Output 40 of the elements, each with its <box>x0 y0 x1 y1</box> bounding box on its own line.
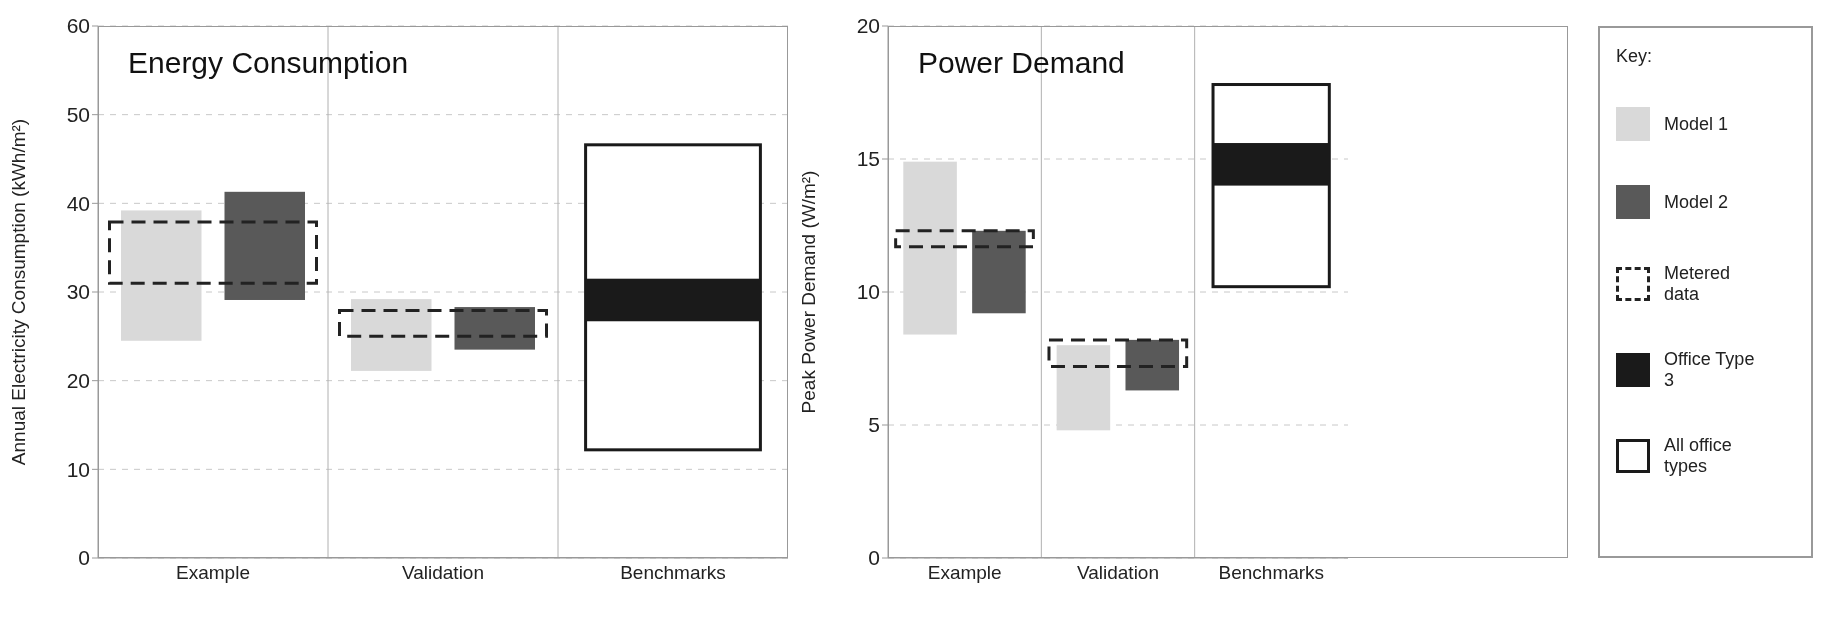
y-tick-label: 60 <box>66 14 90 38</box>
y-tick-label: 20 <box>66 369 90 393</box>
legend-label: Office Type 3 <box>1664 349 1756 391</box>
y-axis-title: Peak Power Demand (W/m²) <box>797 170 819 414</box>
bar <box>351 299 432 371</box>
y-tick-label: 0 <box>868 546 880 570</box>
bar <box>1047 338 1189 368</box>
bar <box>338 309 548 338</box>
y-tick-label: 5 <box>868 413 880 437</box>
x-tick-label: Example <box>176 562 250 584</box>
y-tick-label: 10 <box>856 280 880 304</box>
legend-label: All office types <box>1664 435 1733 477</box>
legend-label: Metered data <box>1664 263 1732 305</box>
bar <box>224 191 305 300</box>
text: Energy Consumption <box>128 46 409 80</box>
bar <box>108 220 318 285</box>
y-tick-label: 30 <box>66 280 90 304</box>
x-tick-label: Example <box>927 562 1002 584</box>
x-tick-label: Benchmarks <box>620 562 726 584</box>
bar <box>1056 345 1111 431</box>
bar <box>121 210 202 341</box>
y-tick-label: 20 <box>856 14 880 38</box>
bar <box>894 229 1035 249</box>
y-tick-label: 15 <box>856 147 880 171</box>
x-tick-label: Benchmarks <box>1218 562 1325 584</box>
y-tick-label: 0 <box>78 546 90 570</box>
legend-label: Model 1 <box>1664 113 1730 135</box>
x-tick-label: Validation <box>401 562 485 584</box>
text: Power Demand <box>918 46 1125 80</box>
x-tick-label: Validation <box>1076 562 1160 584</box>
bar <box>454 307 535 350</box>
bar <box>903 161 957 335</box>
legend-title: Key: <box>1616 46 1654 67</box>
y-tick-label: 50 <box>66 103 90 127</box>
bar <box>1125 339 1180 391</box>
legend-label: Model 2 <box>1664 191 1730 213</box>
y-tick-label: 10 <box>66 457 90 481</box>
y-tick-label: 40 <box>66 191 90 215</box>
y-axis-title: Annual Electricity Consumption (kWh/m²) <box>7 118 29 466</box>
bar <box>972 230 1026 314</box>
